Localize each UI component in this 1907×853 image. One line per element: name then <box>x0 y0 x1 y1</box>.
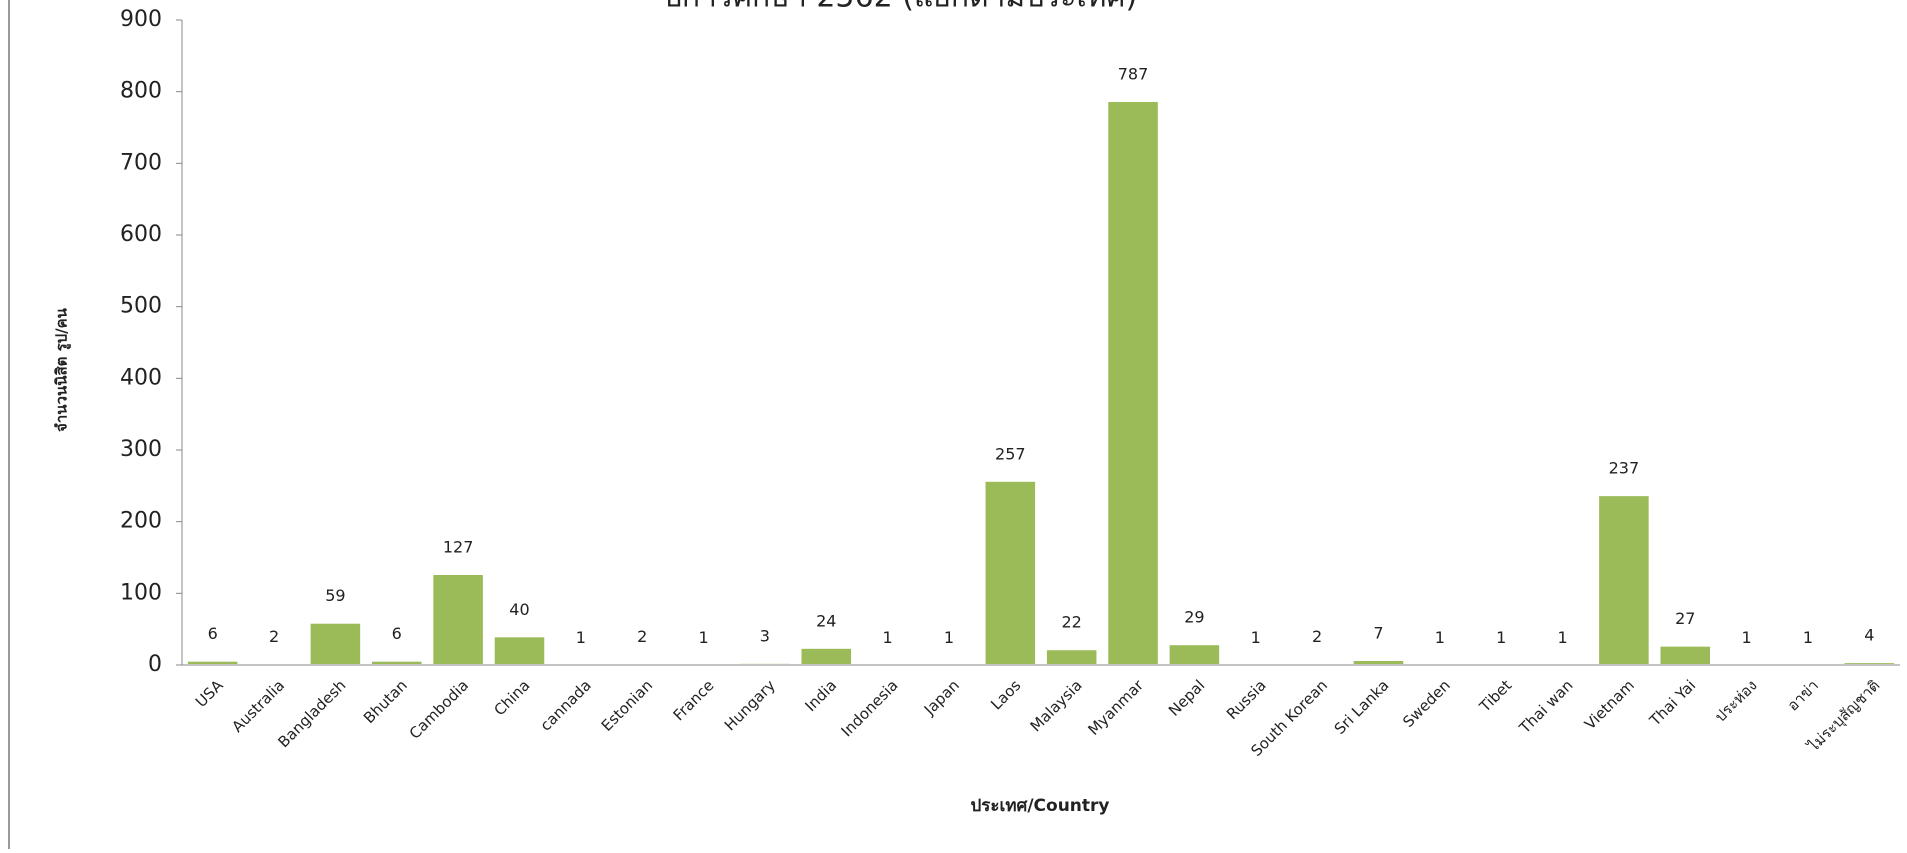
x-tick-label: Bhutan <box>360 676 411 727</box>
y-tick-label: 600 <box>120 222 162 247</box>
y-axis-title: จำนวนนิสิต รูป/คน <box>53 307 72 432</box>
x-tick-label: Estonian <box>598 676 657 735</box>
x-tick-label: Vietnam <box>1581 676 1638 733</box>
y-tick-label: 400 <box>120 365 162 390</box>
bar <box>492 635 547 666</box>
bar <box>983 479 1038 667</box>
bar <box>1658 644 1713 667</box>
y-tick-label: 500 <box>120 294 162 319</box>
data-label: 7 <box>1373 623 1383 642</box>
y-tick-label: 200 <box>120 509 162 534</box>
x-tick-label: Hungary <box>721 676 779 734</box>
data-label: 24 <box>816 611 836 630</box>
x-tick-label: Russia <box>1223 676 1270 723</box>
data-label: 257 <box>995 444 1026 463</box>
bar <box>1351 658 1406 667</box>
data-label: 59 <box>325 586 345 605</box>
x-tick-label: Thai Yai <box>1645 676 1699 730</box>
data-label: 1 <box>1803 628 1813 647</box>
x-tick-label: Japan <box>920 676 963 719</box>
data-label: 1 <box>576 628 586 647</box>
x-tick-label: Laos <box>987 676 1024 713</box>
bar <box>369 659 424 667</box>
chart-title: ปีการศึกษา 2562 (แยกตามประเทศ) <box>662 0 1137 15</box>
y-tick-label: 800 <box>120 79 162 104</box>
data-label: 1 <box>1435 628 1445 647</box>
data-label: 6 <box>208 624 218 643</box>
bar <box>799 646 854 666</box>
data-label: 3 <box>760 626 770 645</box>
x-tick-label: France <box>670 676 718 724</box>
x-tick-label: USA <box>192 676 227 711</box>
x-tick-label: Sri Lanka <box>1331 676 1393 738</box>
bar <box>185 659 240 667</box>
data-label: 2 <box>269 627 279 646</box>
x-tick-label: Cambodia <box>406 676 472 742</box>
data-label: 4 <box>1864 626 1874 645</box>
x-tick-label: cannada <box>537 676 595 734</box>
data-label: 1 <box>1251 628 1261 647</box>
bar <box>308 621 363 667</box>
x-axis-title: ประเทศ/Country <box>970 796 1109 816</box>
x-tick-label: Thai wan <box>1515 676 1576 737</box>
data-label: 1 <box>698 628 708 647</box>
x-tick-label: Australia <box>228 676 288 736</box>
y-tick-label: 100 <box>120 580 162 605</box>
data-label: 1 <box>883 628 893 647</box>
data-label: 22 <box>1061 613 1081 632</box>
data-label: 787 <box>1118 64 1149 83</box>
y-tick-label: 700 <box>120 150 162 175</box>
y-tick-label: 0 <box>148 652 162 677</box>
data-label: 6 <box>392 624 402 643</box>
data-label: 237 <box>1609 459 1640 478</box>
data-label: 29 <box>1184 608 1204 627</box>
bar <box>431 572 485 667</box>
bar <box>1044 648 1099 667</box>
data-label: 40 <box>509 600 529 619</box>
x-tick-label: Nepal <box>1165 676 1208 719</box>
data-label: 27 <box>1675 609 1695 628</box>
data-label: 1 <box>1742 628 1752 647</box>
bar <box>1106 99 1160 666</box>
data-label: 1 <box>944 628 954 647</box>
x-tick-label: ประห่อง <box>1711 676 1760 725</box>
bar <box>1167 643 1222 667</box>
bar <box>1597 494 1651 666</box>
x-tick-label: China <box>490 676 533 719</box>
y-tick-label: 300 <box>120 437 162 462</box>
x-tick-label: Malaysia <box>1027 676 1086 735</box>
x-tick-label: อาข่า <box>1784 676 1822 714</box>
x-tick-label: Tibet <box>1475 676 1515 716</box>
x-tick-label: Myanmar <box>1084 676 1147 739</box>
y-tick-label: 900 <box>120 7 162 32</box>
data-label: 2 <box>1312 627 1322 646</box>
data-label: 127 <box>443 537 474 556</box>
data-label: 1 <box>1557 628 1567 647</box>
x-tick-label: Indonesia <box>838 676 902 740</box>
data-label: 1 <box>1496 628 1506 647</box>
x-tick-label: India <box>802 676 841 715</box>
data-label: 2 <box>637 627 647 646</box>
x-tick-label: Sweden <box>1399 676 1454 731</box>
